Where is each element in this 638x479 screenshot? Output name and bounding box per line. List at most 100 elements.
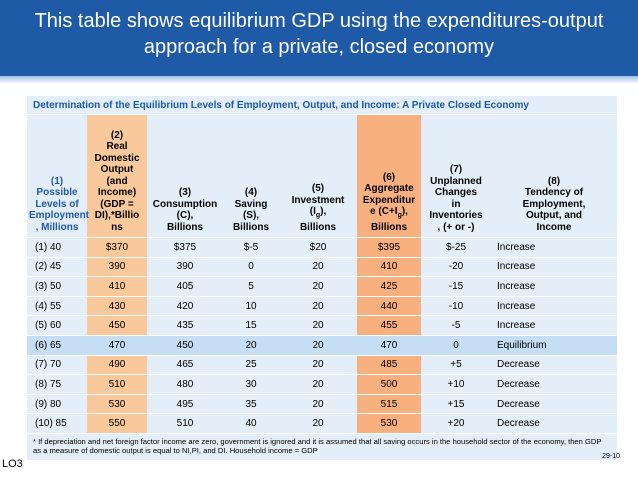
table-cell-c2: 510: [87, 374, 147, 395]
table-cell-c5: $20: [279, 237, 357, 258]
table-cell-c4: 15: [223, 315, 279, 336]
table-cell-c3: 465: [147, 355, 223, 376]
table-cell-c2: 410: [87, 276, 147, 297]
column-header-saving: (4) Saving (S), Billions: [223, 114, 279, 238]
title-banner-gradient: [0, 76, 638, 84]
table-cell-c4: 10: [223, 296, 279, 317]
table-cell-c8: Increase: [491, 237, 617, 258]
table-cell-c8: Decrease: [491, 413, 617, 434]
table-cell-c5: 20: [279, 296, 357, 317]
table-cell-c3: $375: [147, 237, 223, 258]
table-row: (6) 65 470 450 20 20 470 0 Equilibrium: [27, 335, 617, 356]
table-header-row: (1) Possible Levels of Employment, Millions…: [27, 114, 617, 238]
table-cell-c1: (6) 65: [27, 335, 87, 356]
table-cell-c5: 20: [279, 335, 357, 356]
table-cell-c7: +5: [421, 355, 491, 376]
table-cell-c7: +20: [421, 413, 491, 434]
table-cell-c5: 20: [279, 413, 357, 434]
table-cell-c2: 390: [87, 257, 147, 278]
table-row: (10) 85 550 510 40 20 530 +20 Decrease: [27, 413, 617, 434]
table-row: (1) 40 $370 $375 $-5 $20 $395 $-25 Increase: [27, 237, 617, 258]
column-header-employment: (1) Possible Levels of Employment, Millions: [27, 114, 89, 238]
table-cell-c6: 440: [357, 296, 421, 317]
table-cell-c4: 40: [223, 413, 279, 434]
column-header-real-gdp: (2) Real Domestic Output (and Income) (GDP = DI…: [87, 114, 147, 238]
table-cell-c4: 20: [223, 335, 279, 356]
table-cell-c4: $-5: [223, 237, 279, 258]
table-cell-c1: (5) 60: [27, 315, 87, 336]
table-cell-c8: Decrease: [491, 355, 617, 376]
learning-objective-label: LO3: [2, 458, 23, 470]
table-cell-c5: 20: [279, 355, 357, 376]
table-cell-c1: (7) 70: [27, 355, 87, 376]
table-cell-c2: 550: [87, 413, 147, 434]
table-cell-c5: 20: [279, 257, 357, 278]
table-cell-c3: 405: [147, 276, 223, 297]
table-cell-c8: Decrease: [491, 394, 617, 415]
table-cell-c7: -15: [421, 276, 491, 297]
title-banner: [0, 0, 638, 76]
table-cell-c3: 435: [147, 315, 223, 336]
table-cell-c7: -10: [421, 296, 491, 317]
table-cell-c8: Increase: [491, 276, 617, 297]
table-cell-c3: 420: [147, 296, 223, 317]
table-cell-c5: 20: [279, 276, 357, 297]
column-header-investment: (5) Investment (Ig), Billions: [279, 114, 357, 238]
table-cell-c2: 470: [87, 335, 147, 356]
table-cell-c5: 20: [279, 374, 357, 395]
table-cell-c1: (10) 85: [27, 413, 87, 434]
slide-number: 29-10: [602, 453, 620, 460]
table-cell-c6: 500: [357, 374, 421, 395]
table-cell-c5: 20: [279, 394, 357, 415]
table-cell-c6: 410: [357, 257, 421, 278]
table-row: (2) 45 390 390 0 20 410 -20 Increase: [27, 257, 617, 278]
table-row: (5) 60 450 435 15 20 455 -5 Increase: [27, 315, 617, 336]
table-cell-c8: Increase: [491, 296, 617, 317]
table-cell-c3: 510: [147, 413, 223, 434]
data-table-container: Determination of the Equilibrium Levels …: [27, 96, 617, 460]
table-cell-c1: (3) 50: [27, 276, 87, 297]
table-cell-c6: 470: [357, 335, 421, 356]
table-cell-c7: +15: [421, 394, 491, 415]
table-cell-c4: 30: [223, 374, 279, 395]
table-cell-c5: 20: [279, 315, 357, 336]
table-row: (4) 55 430 420 10 20 440 -10 Increase: [27, 296, 617, 317]
table-cell-c2: $370: [87, 237, 147, 258]
table-cell-c4: 35: [223, 394, 279, 415]
table-cell-c1: (1) 40: [27, 237, 87, 258]
table-cell-c1: (8) 75: [27, 374, 87, 395]
column-header-consumption: (3) Consumption (C), Billions: [147, 114, 223, 238]
table-cell-c3: 390: [147, 257, 223, 278]
table-cell-c6: $395: [357, 237, 421, 258]
table-row: (3) 50 410 405 5 20 425 -15 Increase: [27, 276, 617, 297]
table-cell-c4: 0: [223, 257, 279, 278]
table-cell-c1: (9) 80: [27, 394, 87, 415]
table-row: (7) 70 490 465 25 20 485 +5 Decrease: [27, 355, 617, 376]
table-caption: Determination of the Equilibrium Levels …: [27, 96, 617, 115]
table-cell-c6: 515: [357, 394, 421, 415]
table-cell-c8: Increase: [491, 257, 617, 278]
table-footnote: * If depreciation and net foreign factor…: [33, 436, 602, 456]
table-cell-c6: 530: [357, 413, 421, 434]
table-cell-c4: 25: [223, 355, 279, 376]
column-header-aggregate-expenditure: (6) Aggregate Expenditur e (C+Ig), Billions: [357, 114, 421, 238]
slide-title: This table shows equilibrium GDP using t…: [34, 10, 604, 58]
table-cell-c1: (4) 55: [27, 296, 87, 317]
table-cell-c2: 530: [87, 394, 147, 415]
table-cell-c8: Equilibrium: [491, 335, 617, 356]
table-cell-c3: 450: [147, 335, 223, 356]
table-cell-c2: 430: [87, 296, 147, 317]
table-cell-c2: 450: [87, 315, 147, 336]
table-cell-c2: 490: [87, 355, 147, 376]
column-header-unplanned-changes: (7) Unplanned Changes in Inventories, (+ or …: [421, 114, 491, 238]
table-cell-c6: 455: [357, 315, 421, 336]
table-cell-c3: 495: [147, 394, 223, 415]
column-header-tendency: (8) Tendency of Employment, Output, and Inco…: [491, 114, 617, 238]
table-cell-c6: 485: [357, 355, 421, 376]
table-cell-c7: -5: [421, 315, 491, 336]
equilibrium-table: Determination of the Equilibrium Levels …: [27, 96, 617, 456]
table-row: (9) 80 530 495 35 20 515 +15 Decrease: [27, 394, 617, 415]
table-cell-c7: -20: [421, 257, 491, 278]
table-row: (8) 75 510 480 30 20 500 +10 Decrease: [27, 374, 617, 395]
table-cell-c7: $-25: [421, 237, 491, 258]
